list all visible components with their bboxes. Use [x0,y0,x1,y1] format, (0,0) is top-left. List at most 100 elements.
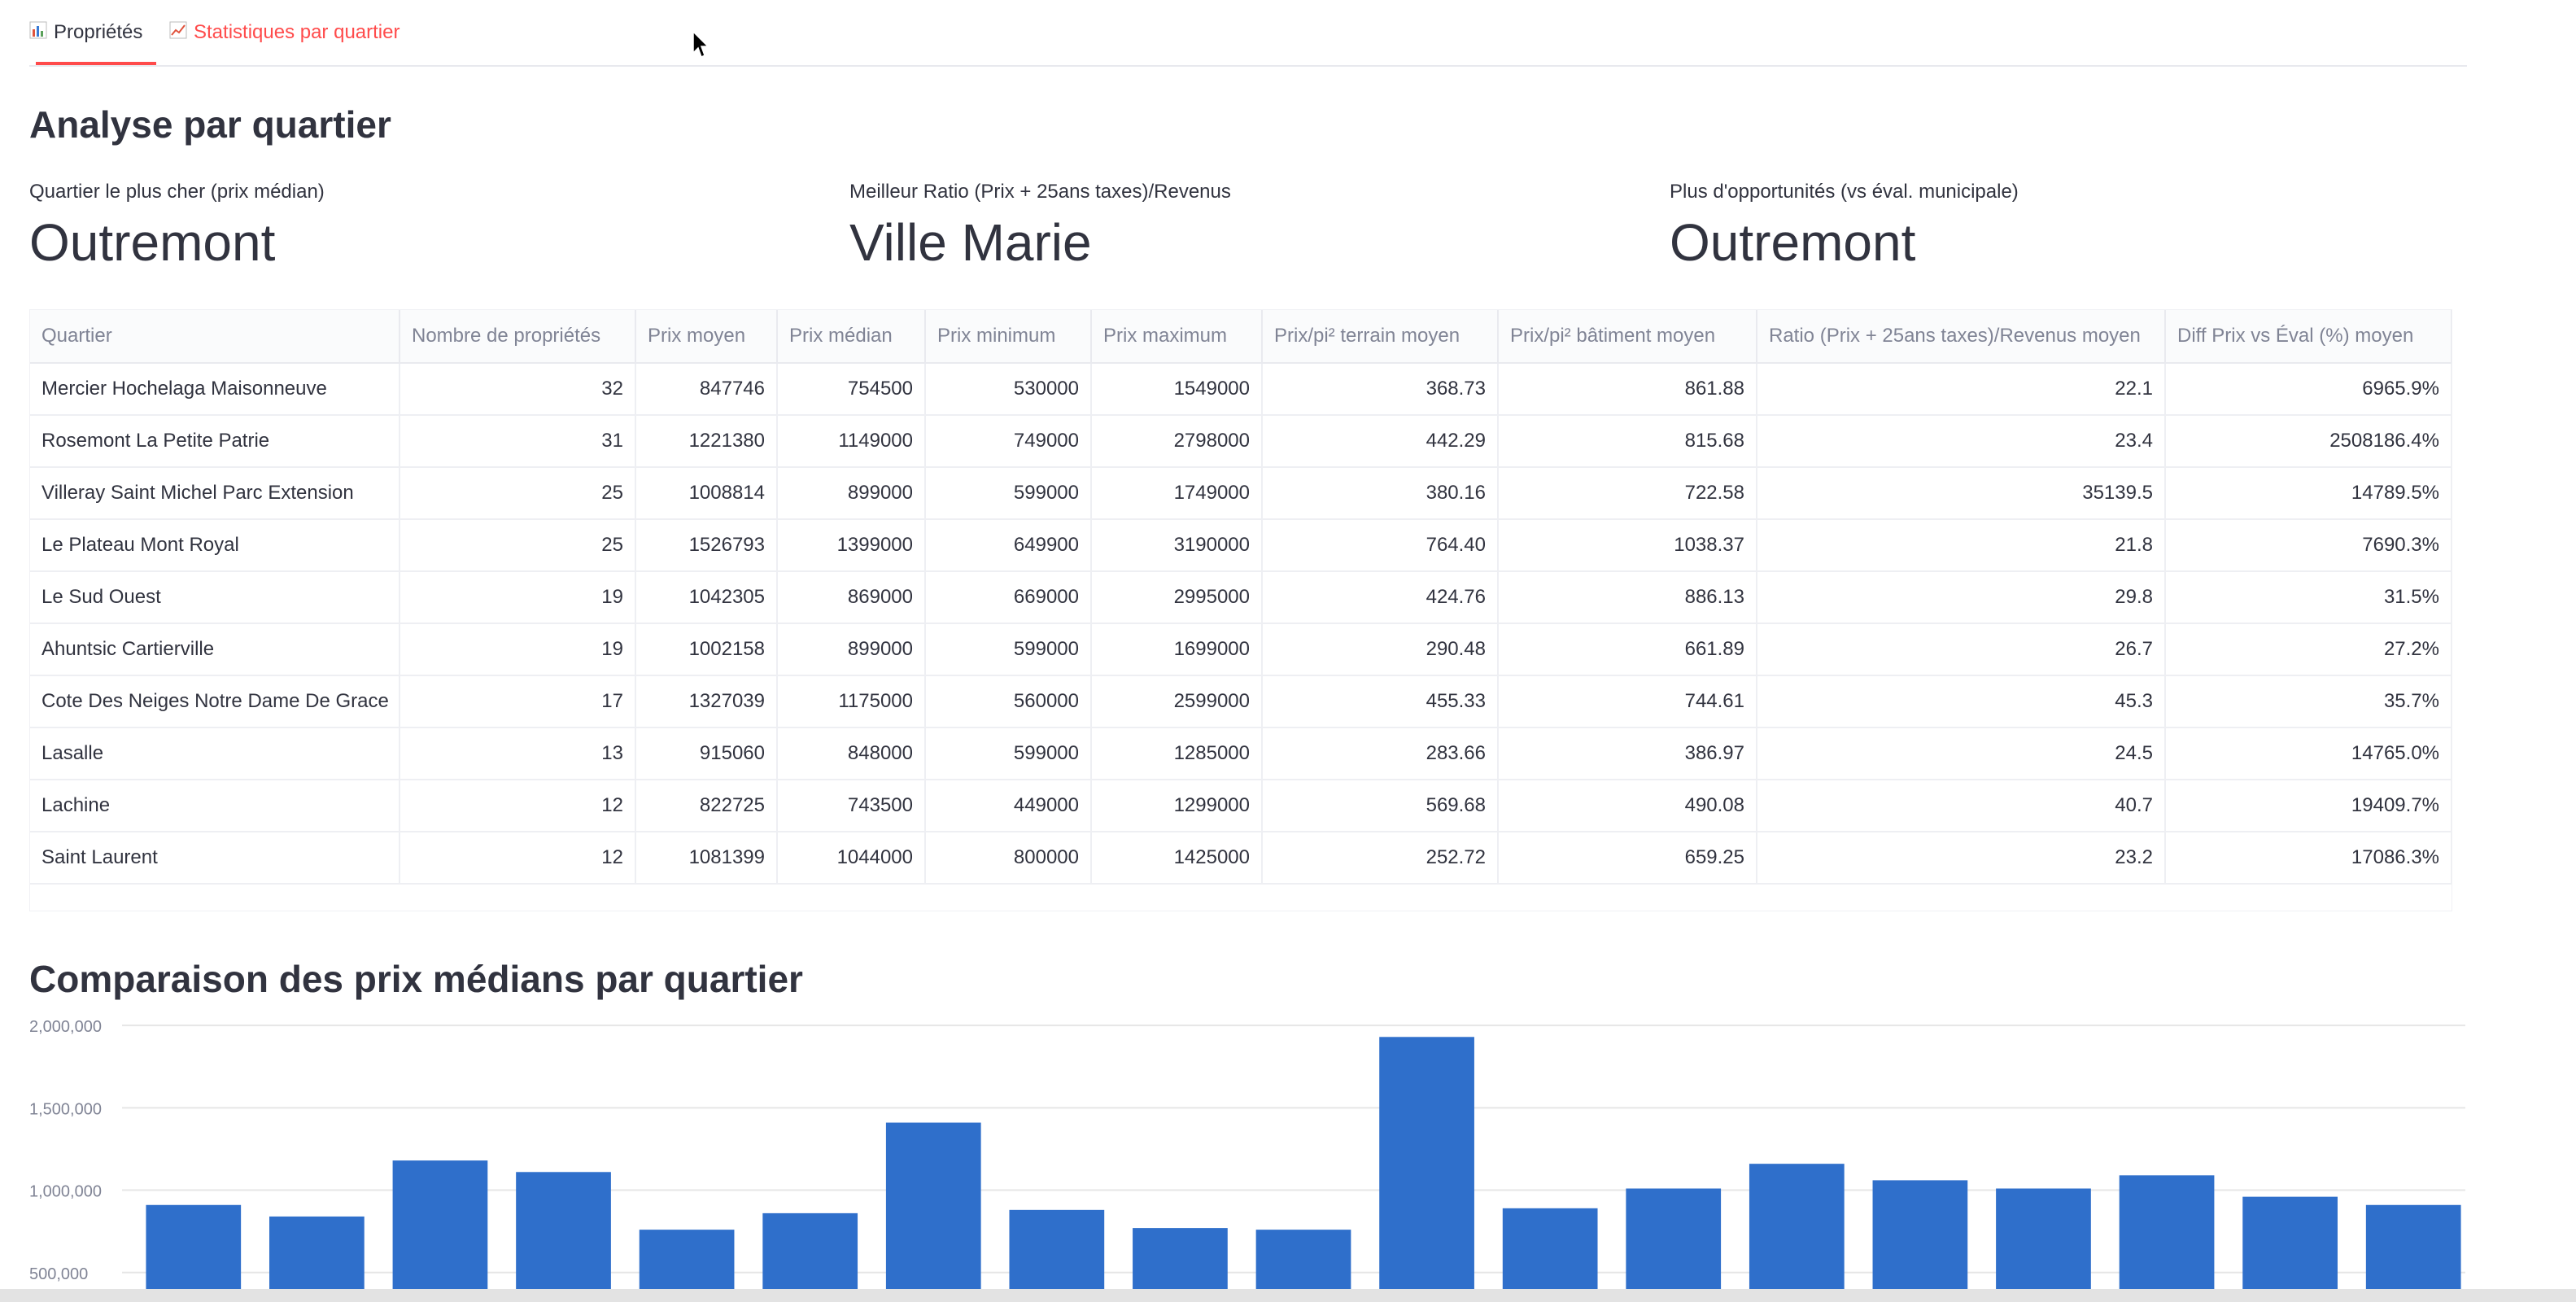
table-row[interactable]: Cote Des Neiges Notre Dame De Grace 17 132… [30,675,2452,728]
bar[interactable] [1255,1230,1351,1289]
table-cell: 569.68 [1262,780,1499,832]
bar-chart-icon [29,21,47,44]
bar[interactable] [2119,1175,2215,1289]
table-cell: 669000 [925,571,1092,624]
table-cell: 899000 [777,623,926,676]
tab-statistiques[interactable]: Statistiques par quartier [169,21,399,44]
table-cell: 560000 [925,675,1092,728]
table-cell: 31 [399,415,636,468]
column-header[interactable]: Diff Prix vs Éval (%) moyen [2165,310,2452,364]
y-tick-label: 500,000 [29,1265,88,1283]
column-header[interactable]: Prix minimum [925,310,1092,364]
table-cell: 1749000 [1091,467,1263,520]
column-header[interactable]: Prix/pi² bâtiment moyen [1498,310,1757,364]
table-row[interactable]: Rosemont La Petite Patrie 31 1221380 114900… [30,415,2452,468]
bar[interactable] [1996,1188,2091,1289]
table-row[interactable]: Le Sud Ouest 19 1042305 869000 669000 2995000… [30,571,2452,624]
table-cell: 861.88 [1498,363,1757,416]
table-cell: 14765.0% [2165,727,2452,780]
table-cell: 442.29 [1262,415,1499,468]
bar[interactable] [146,1204,242,1289]
table-row[interactable]: Lachine 12 822725 743500 449000 1299000 569.68… [30,780,2452,832]
table-cell: 283.66 [1262,727,1499,780]
table-row[interactable]: Villeray Saint Michel Parc Extension 25 10… [30,467,2452,520]
chart-title: Comparaison des prix médians par quartie… [29,958,803,1000]
metric-most-expensive: Quartier le plus cher (prix médian) Outr… [29,181,827,269]
table-cell: 649900 [925,519,1092,572]
table-cell: 1008814 [635,467,778,520]
bar[interactable] [885,1122,981,1289]
bar[interactable] [2365,1204,2461,1289]
table-cell: 1221380 [635,415,778,468]
table-row[interactable]: Le Plateau Mont Royal 25 1526793 1399000 649… [30,519,2452,572]
table-cell: 31.5% [2165,571,2452,624]
table-cell: Mercier Hochelaga Maisonneuve [30,363,400,416]
table-cell: 599000 [925,467,1092,520]
bar[interactable] [1009,1209,1105,1289]
stats-table[interactable]: Quartier Nombre de propriétés Prix moyen Pr… [29,309,2452,911]
table-cell: Lasalle [30,727,400,780]
table-cell: 899000 [777,467,926,520]
table-cell: 754500 [777,363,926,416]
tab-label: Statistiques par quartier [194,21,400,43]
bar[interactable] [1872,1180,1968,1289]
table-row[interactable]: Lasalle 13 915060 848000 599000 1285000 283.66… [30,727,2452,780]
bar[interactable] [762,1212,858,1289]
table-header-row: Quartier Nombre de propriétés Prix moyen Pr… [30,310,2452,364]
table-cell: 800000 [925,832,1092,885]
table-cell: 1044000 [777,832,926,885]
bottom-scrollbar[interactable] [0,1289,2576,1302]
table-cell: 22.1 [1757,363,2166,416]
table-cell: 1149000 [777,415,926,468]
bar[interactable] [639,1230,735,1289]
table-cell: 1002158 [635,623,778,676]
column-header[interactable]: Prix médian [777,310,926,364]
table-cell: 19 [399,571,636,624]
bar[interactable] [516,1172,611,1289]
table-cell: 1175000 [777,675,926,728]
table-cell: 35139.5 [1757,467,2166,520]
table-cell: 744.61 [1498,675,1757,728]
bar[interactable] [392,1160,488,1289]
metric-value: Outremont [29,213,276,272]
table-cell: 530000 [925,363,1092,416]
active-tab-indicator [36,62,156,65]
table-cell: 25 [399,519,636,572]
table-cell: 14789.5% [2165,467,2452,520]
scroll-fade [30,888,2452,911]
table-cell: 2599000 [1091,675,1263,728]
table-cell: Le Sud Ouest [30,571,400,624]
bar[interactable] [2242,1196,2338,1289]
tab-proprietes[interactable]: Propriétés [29,21,142,44]
table-cell: Ahuntsic Cartierville [30,623,400,676]
table-cell: 764.40 [1262,519,1499,572]
table-row[interactable]: Saint Laurent 12 1081399 1044000 800000 14250… [30,832,2452,885]
column-header[interactable]: Nombre de propriétés [399,310,636,364]
table-cell: 19409.7% [2165,780,2452,832]
bar[interactable] [1133,1228,1228,1289]
column-header[interactable]: Quartier [30,310,400,364]
bar[interactable] [1749,1164,1845,1289]
table-cell: 2995000 [1091,571,1263,624]
column-header[interactable]: Ratio (Prix + 25ans taxes)/Revenus moyen [1757,310,2166,364]
bar[interactable] [1379,1037,1474,1289]
column-header[interactable]: Prix/pi² terrain moyen [1262,310,1499,364]
table-cell: 29.8 [1757,571,2166,624]
table-cell: 2508186.4% [2165,415,2452,468]
table-cell: 7690.3% [2165,519,2452,572]
table-row[interactable]: Mercier Hochelaga Maisonneuve 32 847746 754… [30,363,2452,416]
table-cell: 252.72 [1262,832,1499,885]
table-cell: 822725 [635,780,778,832]
table-cell: 1699000 [1091,623,1263,676]
bar[interactable] [1502,1208,1598,1289]
bar[interactable] [1626,1188,1722,1289]
bar[interactable] [269,1216,365,1289]
table-cell: 1425000 [1091,832,1263,885]
table-cell: 290.48 [1262,623,1499,676]
table-cell: 749000 [925,415,1092,468]
column-header[interactable]: Prix moyen [635,310,778,364]
median-price-bar-chart: 500,000 1,000,000 1,500,000 2,000,000 [29,1018,2465,1289]
table-cell: 449000 [925,780,1092,832]
table-row[interactable]: Ahuntsic Cartierville 19 1002158 899000 5990… [30,623,2452,676]
column-header[interactable]: Prix maximum [1091,310,1263,364]
